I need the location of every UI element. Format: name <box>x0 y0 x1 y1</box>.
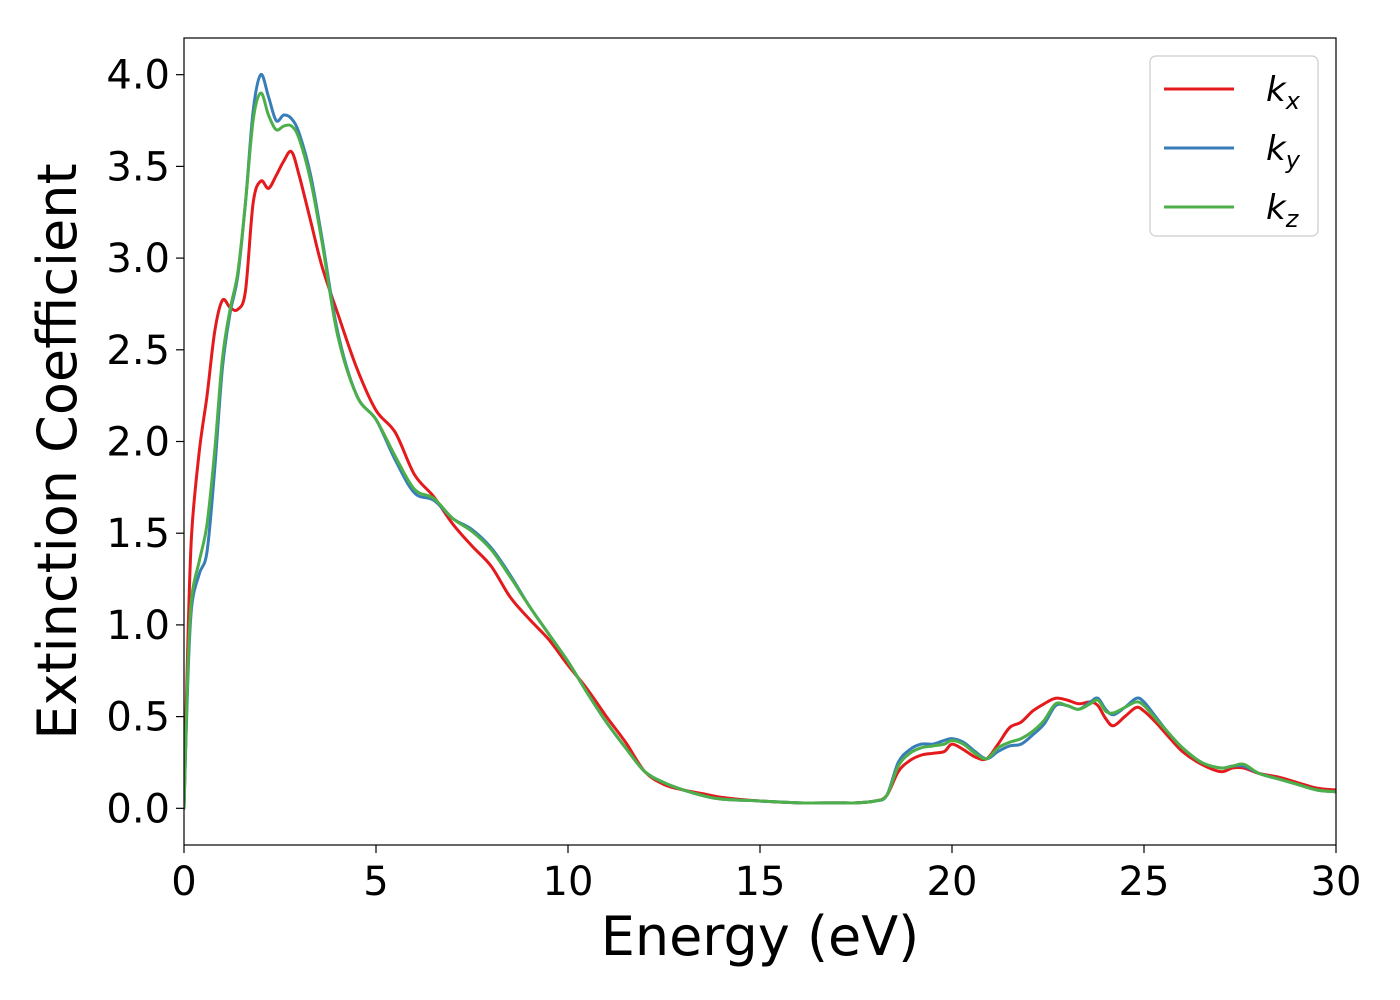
legend-label-y: ky <box>1266 129 1301 174</box>
x-tick-label: 15 <box>735 859 786 905</box>
x-axis-title: Energy (eV) <box>601 905 920 968</box>
legend-label-main: k <box>1266 70 1287 110</box>
y-axis-title: Extinction Coefficient <box>26 163 89 739</box>
x-tick-label: 30 <box>1311 859 1362 905</box>
x-tick-label: 10 <box>543 859 594 905</box>
y-tick-label: 2.0 <box>106 420 170 466</box>
y-tick-label: 3.0 <box>106 236 170 282</box>
y-tick-label: 3.5 <box>106 144 170 190</box>
legend-label-sub: z <box>1285 205 1300 233</box>
x-tick-label: 25 <box>1119 859 1170 905</box>
legend-label-main: k <box>1266 188 1287 228</box>
legend-label-sub: y <box>1285 146 1301 174</box>
x-tick-label: 20 <box>927 859 978 905</box>
legend-label-main: k <box>1266 129 1287 169</box>
y-tick-label: 0.5 <box>106 695 170 741</box>
legend-label-z: kz <box>1266 188 1300 233</box>
series-layer <box>184 73 1336 810</box>
y-tick-label: 2.5 <box>106 328 170 374</box>
series-line-z <box>184 91 1336 810</box>
x-tick-label: 0 <box>171 859 196 905</box>
x-axis: 0 5 10 15 20 25 30 <box>171 845 1361 905</box>
x-tick-label: 5 <box>363 859 388 905</box>
legend-label-sub: x <box>1285 87 1301 115</box>
y-tick-label: 0.0 <box>106 786 170 832</box>
y-tick-label: 1.0 <box>106 603 170 649</box>
y-tick-label: 1.5 <box>106 511 170 557</box>
y-axis: 0.0 0.5 1.0 1.5 2.0 2.5 3.0 3.5 4.0 <box>106 53 184 832</box>
legend-box <box>1149 55 1319 237</box>
legend-label-x: kx <box>1266 70 1301 115</box>
y-tick-label: 4.0 <box>106 53 170 99</box>
